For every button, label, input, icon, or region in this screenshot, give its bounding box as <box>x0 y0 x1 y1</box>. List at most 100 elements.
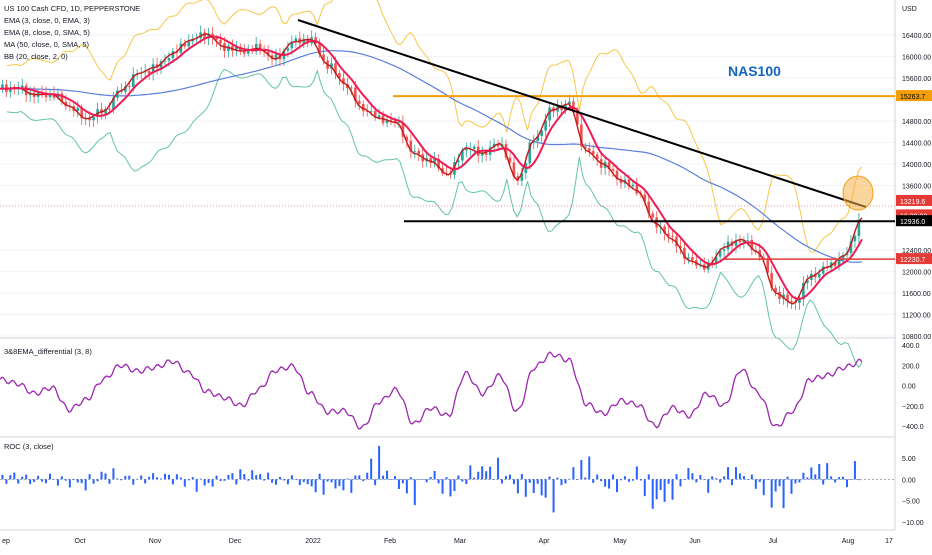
candle-body <box>583 146 587 149</box>
candle-body <box>734 240 738 246</box>
roc-bar <box>786 476 789 480</box>
candle-body <box>338 72 341 79</box>
roc-bar <box>540 479 543 496</box>
roc-bar <box>552 479 555 513</box>
roc-bar <box>64 479 67 481</box>
price-tick-label: 14400.00 <box>902 141 931 148</box>
legend-ema8[interactable]: EMA (8, close, 0, SMA, 5) <box>4 28 90 37</box>
price-tick-label: 12000.00 <box>902 270 931 277</box>
candle-body <box>187 41 191 47</box>
roc-bar <box>259 474 262 480</box>
candle-body <box>365 111 369 112</box>
roc-bar <box>643 479 646 497</box>
roc-bar <box>520 474 523 480</box>
roc-bar <box>132 479 135 485</box>
roc-bar <box>849 479 852 480</box>
candle-body <box>246 49 250 54</box>
nas100-annotation[interactable]: NAS100 <box>728 63 781 79</box>
diff-tick-label: 0.00 <box>902 384 916 391</box>
candle-body <box>857 219 861 237</box>
candle-body <box>76 107 80 112</box>
roc-bar <box>687 467 690 480</box>
price-label-bg <box>896 90 932 102</box>
legend-ma50[interactable]: MA (50, close, 0, SMA, 5) <box>4 40 90 49</box>
legend-symbol[interactable]: US 100 Cash CFD, 1D, PEPPERSTONE <box>4 4 141 13</box>
currency-label: USD <box>902 6 917 13</box>
roc-bar <box>742 476 745 480</box>
descending-trendline[interactable] <box>297 19 867 208</box>
roc-bar <box>223 479 226 481</box>
candle-body <box>587 148 591 152</box>
ema-lines <box>0 33 863 305</box>
roc-bar <box>21 476 24 480</box>
candle-body <box>770 272 773 288</box>
roc-bar <box>651 479 654 509</box>
candle-body <box>124 86 127 92</box>
candle-body <box>631 184 635 187</box>
time-axis[interactable]: ep Oct Nov Dec 2022 Feb Mar Apr May Jun Jul Aug 17 <box>2 538 893 545</box>
differential-pane: 400.0 200.0 0.00 −200.0 −400.0 <box>0 343 924 431</box>
roc-bar <box>758 479 761 482</box>
roc-bar <box>473 477 476 480</box>
roc-bar <box>401 479 404 484</box>
differential-line <box>0 351 863 430</box>
diff-tick-label: −400.0 <box>902 424 924 431</box>
roc-bar <box>417 478 420 480</box>
candle-body <box>235 46 238 51</box>
roc-bar <box>68 479 71 488</box>
roc-bar <box>278 476 281 480</box>
price-label[interactable]: 12936.0 <box>896 215 932 227</box>
roc-bar <box>707 479 710 493</box>
candle-body <box>821 266 825 274</box>
candle-body <box>595 154 599 160</box>
roc-bar <box>465 479 468 485</box>
roc-bar <box>60 476 63 480</box>
roc-bar <box>362 479 365 482</box>
roc-bar <box>461 479 464 482</box>
candle-body <box>837 258 841 267</box>
price-label-text: 12936.0 <box>900 219 925 226</box>
candle-body <box>334 63 337 73</box>
roc-bar <box>116 478 119 480</box>
legend-ema3[interactable]: EMA (3, close, 0, EMA, 3) <box>4 16 90 25</box>
price-label-bg <box>896 209 932 221</box>
roc-bar <box>409 477 412 480</box>
roc-bar <box>477 471 480 480</box>
candle-body <box>88 118 91 121</box>
price-label-text: 13219.6 <box>900 199 925 206</box>
candle-body <box>24 85 28 96</box>
roc-bar <box>810 467 813 480</box>
price-axis[interactable]: 10800.00 11200.00 11600.00 12000.00 12400.00… <box>902 33 931 341</box>
roc-bar <box>604 479 607 487</box>
roc-bar <box>374 479 377 486</box>
candle-body <box>417 150 421 155</box>
price-label[interactable]: 12230.7 <box>896 253 932 264</box>
candle-body <box>746 239 750 241</box>
roc-bar <box>203 479 206 486</box>
roc-bar <box>437 479 440 484</box>
candle-body <box>108 108 111 110</box>
roc-bar <box>227 474 230 480</box>
roc-bar <box>286 479 289 485</box>
candle-body <box>508 157 512 163</box>
roc-bar <box>782 479 785 509</box>
legend-bb[interactable]: BB (20, close, 2, 0) <box>4 52 68 61</box>
roc-bar <box>334 479 337 489</box>
candle-body <box>457 160 460 163</box>
candle-body <box>619 179 623 184</box>
roc-bar <box>322 479 325 495</box>
roc-bar <box>429 477 432 480</box>
roc-bar <box>826 463 829 480</box>
roc-bar <box>639 479 642 481</box>
price-label[interactable]: 13219.6 <box>896 194 932 206</box>
highlight-circle[interactable] <box>842 175 874 211</box>
roc-bar <box>346 478 349 480</box>
roc-bar <box>746 479 749 480</box>
roc-bar <box>405 479 408 494</box>
price-label[interactable]: 15263.7 <box>896 90 932 102</box>
roc-bar <box>501 479 504 484</box>
roc-bar <box>727 467 730 480</box>
price-tick-label: 10800.00 <box>902 334 931 341</box>
candle-body <box>845 253 849 256</box>
candle-body <box>147 70 151 74</box>
